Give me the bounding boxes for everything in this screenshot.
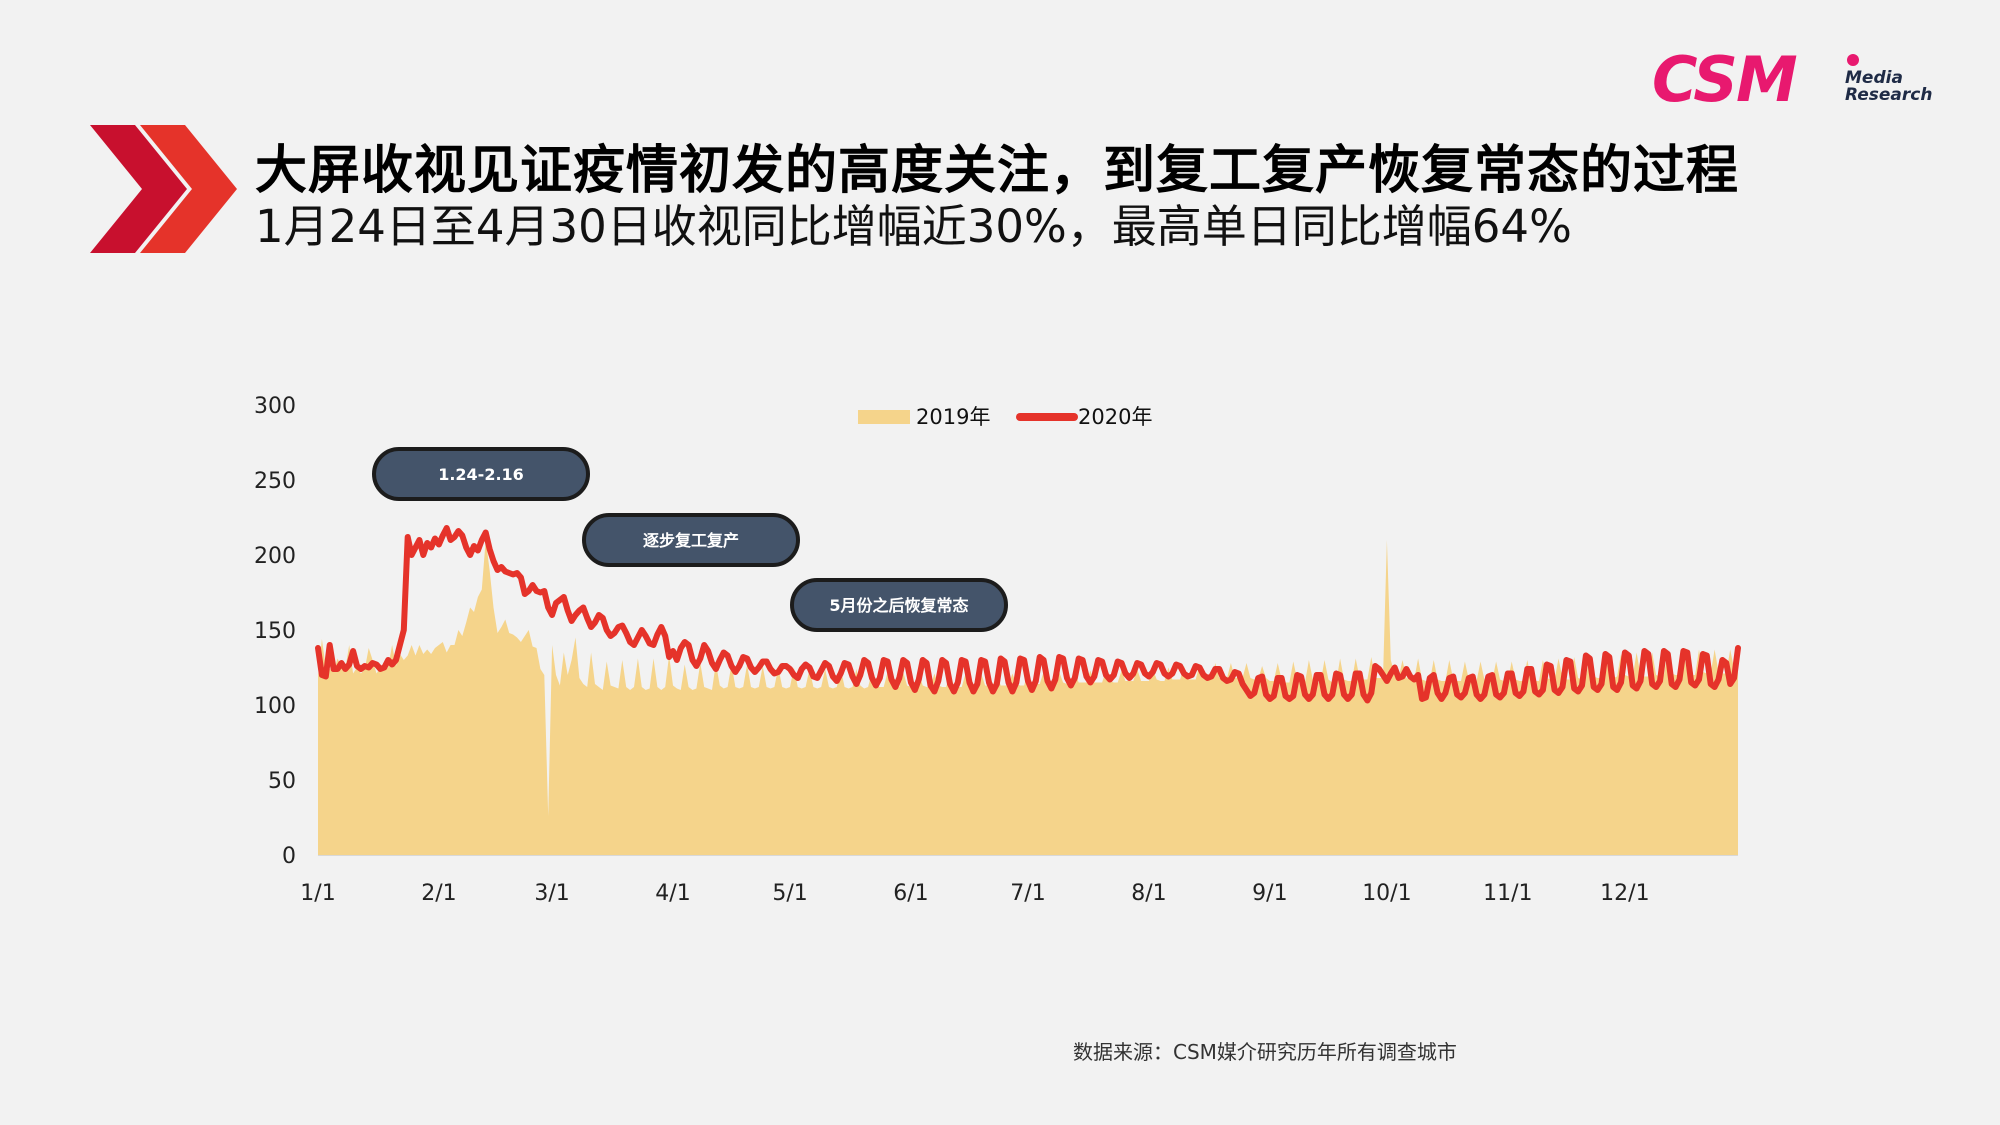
x-tick-label: 5/1 bbox=[772, 881, 807, 906]
x-tick-label: 11/1 bbox=[1483, 881, 1532, 906]
y-tick-label: 100 bbox=[254, 694, 296, 719]
x-tick-label: 8/1 bbox=[1131, 881, 1166, 906]
csm-logo: CSM Media Research bbox=[1652, 43, 1942, 116]
x-tick-label: 10/1 bbox=[1362, 881, 1411, 906]
annotation-label: 逐步复工复产 bbox=[643, 531, 739, 550]
x-tick-label: 7/1 bbox=[1010, 881, 1045, 906]
x-tick-label: 9/1 bbox=[1252, 881, 1287, 906]
series-2019-area bbox=[318, 540, 1738, 855]
slide-subtitle: 1月24日至4月30日收视同比增幅近30%，最高单日同比增幅64% bbox=[255, 200, 1572, 253]
series-2019-area-path bbox=[318, 540, 1738, 855]
legend-label-2019: 2019年 bbox=[916, 405, 990, 429]
chart-legend: 2019年 2020年 bbox=[858, 405, 1152, 429]
logo-research-text: Research bbox=[1845, 85, 1933, 105]
chevron-arrows-icon bbox=[90, 125, 237, 253]
data-source-note: 数据来源：CSM媒介研究历年所有调查城市 bbox=[1073, 1040, 1457, 1064]
logo-wordmark: CSM bbox=[1652, 43, 1798, 116]
series-2020-line bbox=[315, 525, 1741, 704]
series-2020-line-path bbox=[315, 525, 1741, 704]
logo-media-text: Media bbox=[1845, 68, 1903, 88]
logo-dot bbox=[1847, 54, 1859, 66]
x-tick-label: 3/1 bbox=[534, 881, 569, 906]
x-tick-label: 12/1 bbox=[1600, 881, 1649, 906]
annotation-label: 5月份之后恢复常态 bbox=[829, 596, 968, 615]
chart-annotations: 1.24-2.16 逐步复工复产 5月份之后恢复常态 bbox=[372, 447, 1008, 632]
legend-swatch-2019 bbox=[858, 410, 910, 424]
y-tick-label: 0 bbox=[282, 844, 296, 869]
x-tick-label: 1/1 bbox=[300, 881, 335, 906]
y-axis-tick-labels: 0 50 100 150 200 250 300 bbox=[254, 394, 296, 869]
x-tick-label: 4/1 bbox=[655, 881, 690, 906]
annotation-label: 1.24-2.16 bbox=[438, 465, 524, 484]
y-tick-label: 150 bbox=[254, 619, 296, 644]
y-tick-label: 200 bbox=[254, 544, 296, 569]
slide-title: 大屏收视见证疫情初发的高度关注，到复工复产恢复常态的过程 bbox=[255, 141, 1740, 201]
y-tick-label: 300 bbox=[254, 394, 296, 419]
annotation-box bbox=[790, 578, 1008, 632]
legend-label-2020: 2020年 bbox=[1078, 405, 1152, 429]
y-tick-label: 250 bbox=[254, 469, 296, 494]
y-tick-label: 50 bbox=[268, 769, 296, 794]
annotation-box bbox=[582, 513, 800, 567]
annotation-box bbox=[372, 447, 590, 501]
x-tick-label: 6/1 bbox=[893, 881, 928, 906]
x-tick-label: 2/1 bbox=[421, 881, 456, 906]
x-axis-tick-labels: 1/1 2/1 3/1 4/1 5/1 6/1 7/1 8/1 9/1 10/1 11/1 12/1 bbox=[300, 881, 1649, 906]
